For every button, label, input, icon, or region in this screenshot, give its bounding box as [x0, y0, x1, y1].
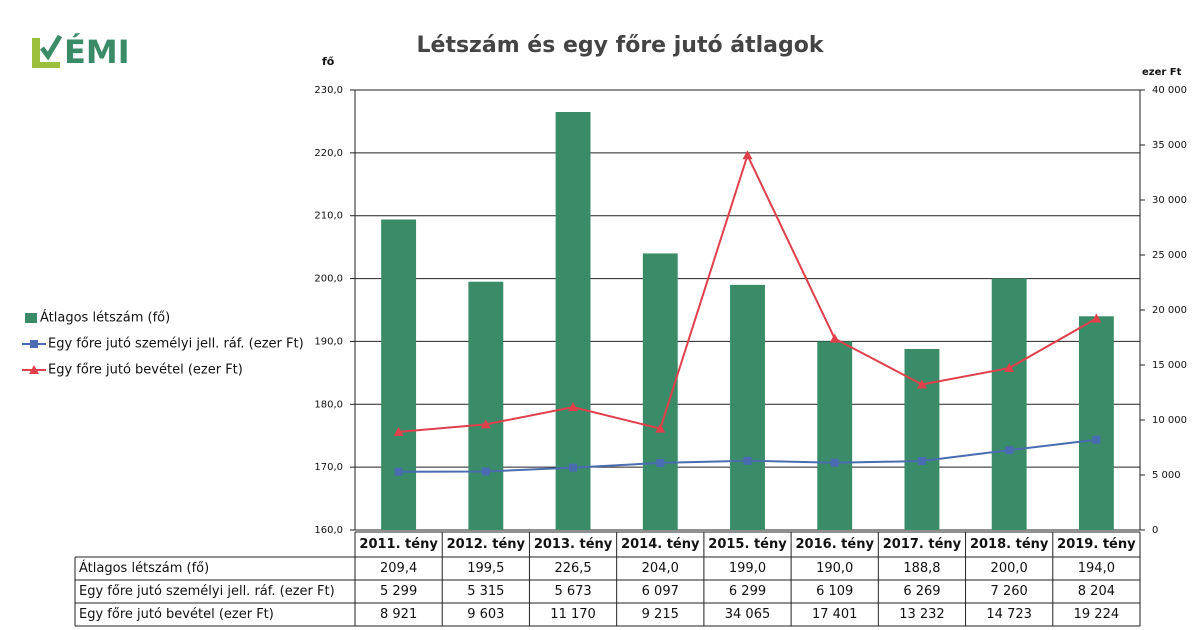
marker [1004, 363, 1015, 373]
bar [555, 112, 591, 530]
legend-marker [30, 340, 38, 348]
marker [393, 426, 404, 436]
logo: ÉMI [64, 33, 130, 71]
legend-swatch [25, 313, 37, 323]
table-value: 6 269 [903, 584, 940, 599]
y-axis-label: fő [322, 55, 335, 68]
y-tick-label: 220,0 [314, 148, 343, 159]
table-value: 13 232 [899, 607, 945, 622]
logo-shape [32, 38, 60, 68]
table-value: 5 673 [554, 584, 591, 599]
y2-tick-label: 10 000 [1152, 415, 1187, 426]
table-value: 14 723 [986, 607, 1032, 622]
marker [394, 467, 403, 476]
bar [381, 219, 417, 530]
marker [569, 463, 578, 472]
bar [730, 284, 765, 530]
table-value: 8 921 [380, 607, 417, 622]
table-value: 6 097 [642, 584, 679, 599]
marker [743, 456, 752, 465]
table-value: 204,0 [642, 561, 679, 576]
y-tick-label: 170,0 [314, 462, 343, 473]
y2-tick-label: 35 000 [1152, 140, 1187, 151]
marker [1091, 313, 1102, 323]
y-tick-label: 200,0 [314, 274, 343, 285]
y2-tick-label: 15 000 [1152, 360, 1187, 371]
y-tick-label: 190,0 [314, 336, 343, 347]
table-value: 11 170 [550, 607, 596, 622]
x-tick-label: 2016. tény [796, 537, 875, 552]
table-value: 199,5 [467, 561, 504, 576]
marker [917, 457, 926, 466]
logo-check [40, 34, 63, 61]
y-tick-label: 230,0 [314, 85, 343, 96]
x-tick-label: 2011. tény [359, 537, 438, 552]
y2-axis-label: ezer Ft [1142, 67, 1182, 78]
table-value: 19 224 [1074, 607, 1120, 622]
y-tick-label: 210,0 [314, 211, 343, 222]
table-value: 9 603 [467, 607, 504, 622]
chart-title: Létszám és egy főre jutó átlagok [417, 33, 825, 58]
table-value: 7 260 [991, 584, 1028, 599]
table-value: 226,5 [554, 561, 591, 576]
y2-tick-label: 40 000 [1152, 85, 1187, 96]
table-value: 6 299 [729, 584, 766, 599]
table-value: 5 315 [467, 584, 504, 599]
x-tick-label: 2013. tény [534, 537, 613, 552]
legend-label: Átlagos létszám (fő) [40, 310, 170, 326]
legend-label: Egy főre jutó bevétel (ezer Ft) [48, 363, 243, 378]
x-tick-label: 2017. tény [883, 537, 962, 552]
table-value: 6 109 [816, 584, 853, 599]
legend-marker [29, 365, 39, 374]
table-value: 199,0 [729, 561, 766, 576]
legend-label: Egy főre jutó személyi jell. ráf. (ezer … [48, 337, 304, 352]
bar [468, 281, 504, 530]
marker [480, 419, 491, 429]
table-value: 200,0 [991, 561, 1028, 576]
marker [655, 423, 666, 433]
table-row-label: Egy főre jutó személyi jell. ráf. (ezer … [79, 584, 335, 599]
table-value: 5 299 [380, 584, 417, 599]
table-value: 209,4 [380, 561, 417, 576]
bar [991, 278, 1027, 530]
x-tick-label: 2012. tény [447, 537, 526, 552]
y2-tick-label: 0 [1152, 525, 1158, 536]
marker [1092, 435, 1101, 444]
marker [568, 402, 579, 412]
table-value: 17 401 [812, 607, 858, 622]
y-tick-label: 160,0 [314, 525, 343, 536]
table-value: 194,0 [1078, 561, 1115, 576]
marker [1005, 446, 1014, 455]
x-tick-label: 2019. tény [1057, 537, 1136, 552]
table-value: 190,0 [816, 561, 853, 576]
marker [916, 379, 927, 389]
marker [656, 458, 665, 467]
y2-tick-label: 25 000 [1152, 250, 1187, 261]
table-value: 8 204 [1078, 584, 1115, 599]
marker [742, 150, 753, 160]
x-tick-label: 2014. tény [621, 537, 700, 552]
y2-tick-label: 20 000 [1152, 305, 1187, 316]
table-value: 34 065 [725, 607, 771, 622]
y-tick-label: 180,0 [314, 399, 343, 410]
x-tick-label: 2018. tény [970, 537, 1049, 552]
table-value: 188,8 [903, 561, 940, 576]
marker [830, 458, 839, 467]
table-row-label: Átlagos létszám (fő) [79, 560, 209, 576]
bar [817, 341, 853, 530]
marker [829, 333, 840, 343]
y2-tick-label: 5 000 [1152, 470, 1181, 481]
table-value: 9 215 [642, 607, 679, 622]
marker [481, 467, 490, 476]
bar [1078, 316, 1114, 530]
table-row-label: Egy főre jutó bevétel (ezer Ft) [79, 607, 274, 622]
y2-tick-label: 30 000 [1152, 195, 1187, 206]
bar [904, 348, 940, 530]
x-tick-label: 2015. tény [708, 537, 787, 552]
